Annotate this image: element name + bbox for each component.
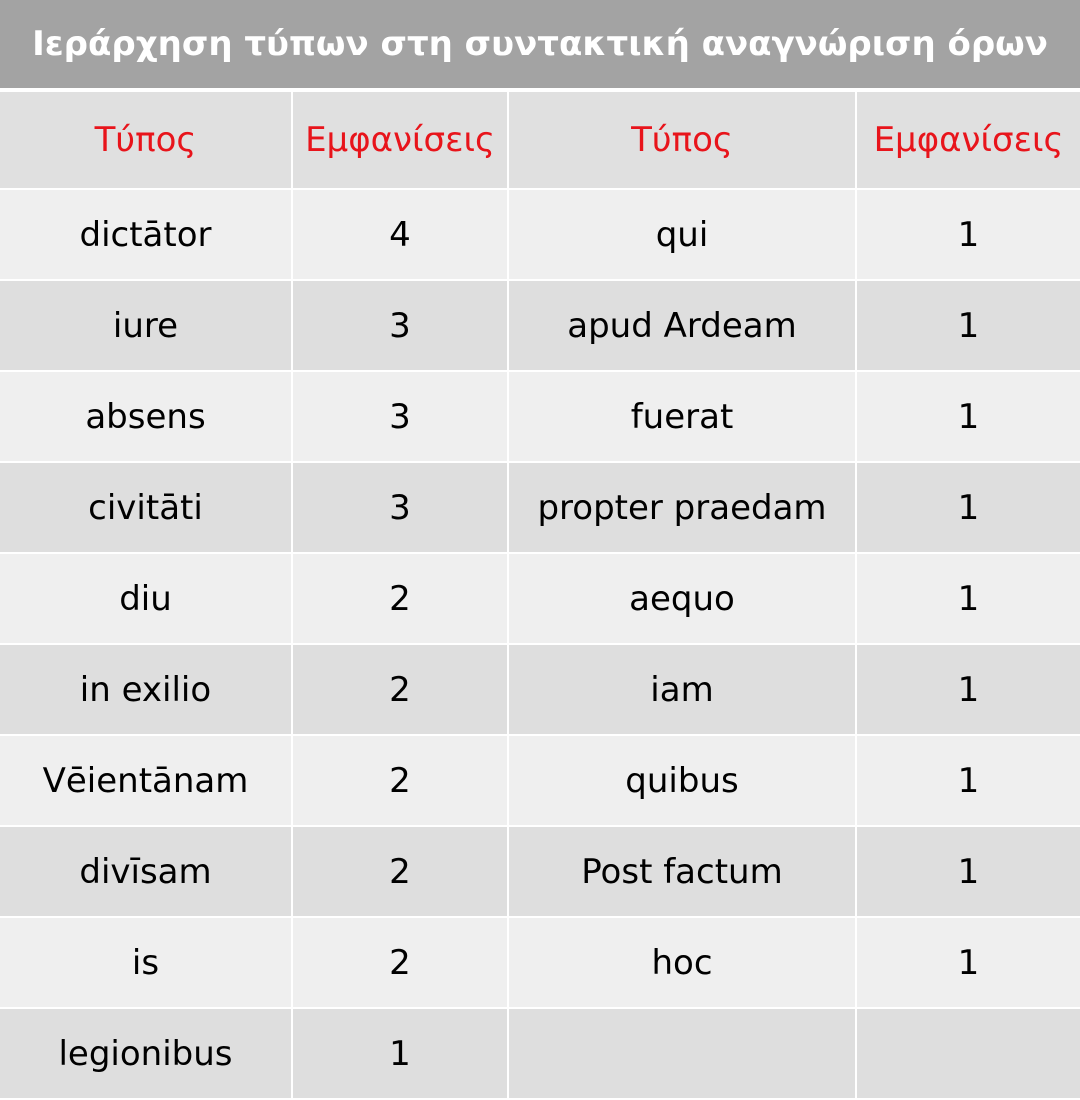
table-cell: iam [507,644,856,736]
header-cell: Τύπος [507,92,856,190]
table-cell: Vēientānam [0,735,292,827]
table-cell: 2 [291,735,508,827]
table-cell: 3 [291,371,508,463]
table-cell: 3 [291,280,508,372]
table-cell: legionibus [0,1008,292,1100]
table-row: absens 3 fuerat 1 [0,371,1080,463]
table-cell: dictātor [0,189,292,281]
table-cell: 1 [855,553,1080,645]
table-row: in exilio 2 iam 1 [0,644,1080,736]
header-cell: Εμφανίσεις [291,92,508,190]
table-cell: apud Ardeam [507,280,856,372]
table-cell: is [0,917,292,1009]
header-row: Τύπος Εμφανίσεις Τύπος Εμφανίσεις [0,92,1080,190]
table-cell: absens [0,371,292,463]
table-row: civitāti 3 propter praedam 1 [0,462,1080,554]
table-header: Τύπος Εμφανίσεις Τύπος Εμφανίσεις [0,92,1080,190]
table-row: divīsam 2 Post factum 1 [0,826,1080,918]
empty-cell [855,1008,1080,1100]
table-cell: 3 [291,462,508,554]
title: Ιεράρχηση τύπων στη συντακτική αναγνώρισ… [0,0,1080,92]
table-cell: 2 [291,553,508,645]
table-cell: iure [0,280,292,372]
table-cell: quibus [507,735,856,827]
table-cell: 1 [855,644,1080,736]
table-cell: 1 [855,371,1080,463]
table-cell: 2 [291,917,508,1009]
table-cell: 1 [855,735,1080,827]
table-row: Vēientānam 2 quibus 1 [0,735,1080,827]
table-cell: 2 [291,826,508,918]
table-cell: in exilio [0,644,292,736]
table-cell: fuerat [507,371,856,463]
table-cell: 1 [855,917,1080,1009]
header-cell: Εμφανίσεις [855,92,1080,190]
table-cell: aequo [507,553,856,645]
table-row: is 2 hoc 1 [0,917,1080,1009]
table-row: legionibus 1 [0,1008,1080,1100]
table-body: dictātor 4 qui 1 iure 3 apud Ardeam 1 absens 3 fue… [0,189,1080,1100]
table-row: diu 2 aequo 1 [0,553,1080,645]
table-cell: 1 [855,462,1080,554]
table-cell: qui [507,189,856,281]
table-row: iure 3 apud Ardeam 1 [0,280,1080,372]
table-cell: 1 [855,280,1080,372]
table-cell: diu [0,553,292,645]
table-cell: 1 [855,189,1080,281]
table-cell: 2 [291,644,508,736]
table-cell: hoc [507,917,856,1009]
table-cell: 4 [291,189,508,281]
table-cell: civitāti [0,462,292,554]
header-cell: Τύπος [0,92,292,190]
table-cell: 1 [291,1008,508,1100]
table-cell: divīsam [0,826,292,918]
table-cell: 1 [855,826,1080,918]
table-cell: Post factum [507,826,856,918]
table-cell: propter praedam [507,462,856,554]
empty-cell [507,1008,856,1100]
table-row: dictātor 4 qui 1 [0,189,1080,281]
table: Τύπος Εμφανίσεις Τύπος Εμφανίσεις dictātor 4… [0,92,1080,1100]
